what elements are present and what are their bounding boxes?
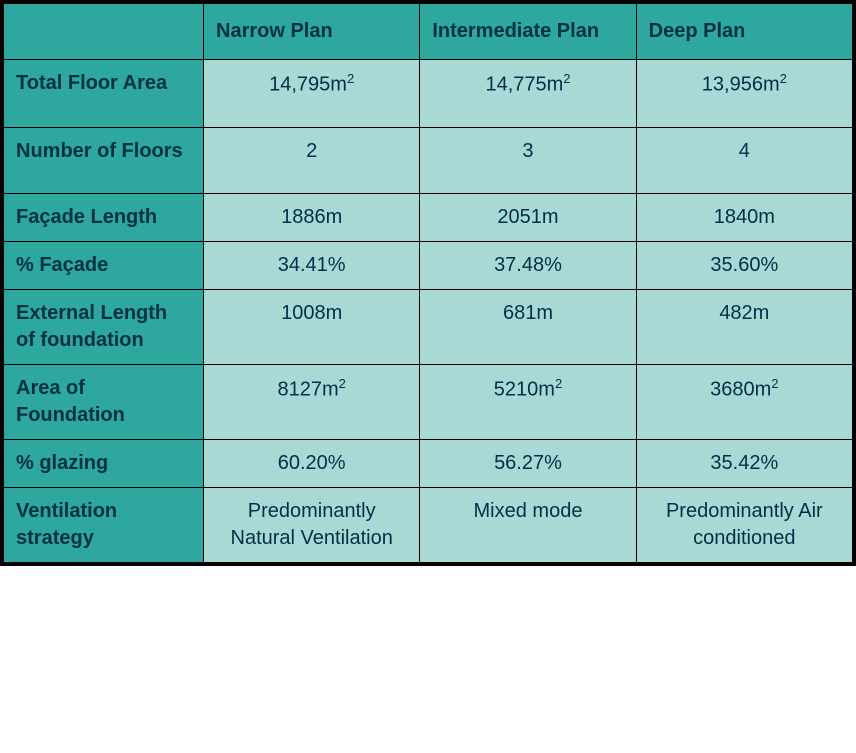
row-header: Façade Length	[4, 193, 204, 241]
cell: 37.48%	[420, 241, 636, 289]
col-header-intermediate: Intermediate Plan	[420, 4, 636, 60]
cell: Mixed mode	[420, 487, 636, 562]
cell: 35.42%	[636, 439, 852, 487]
table-row: % glazing60.20%56.27%35.42%	[4, 439, 853, 487]
table-row: Façade Length1886m2051m1840m	[4, 193, 853, 241]
cell: 681m	[420, 289, 636, 364]
table-row: Number of Floors234	[4, 127, 853, 193]
cell: 13,956m2	[636, 60, 852, 128]
table-row: Ventilation strategyPredominantly Natura…	[4, 487, 853, 562]
row-header: % glazing	[4, 439, 204, 487]
corner-cell	[4, 4, 204, 60]
row-header: Ventilation strategy	[4, 487, 204, 562]
cell: 2	[204, 127, 420, 193]
table-body: Total Floor Area14,795m214,775m213,956m2…	[4, 60, 853, 563]
cell: 14,795m2	[204, 60, 420, 128]
cell: 60.20%	[204, 439, 420, 487]
cell: 35.60%	[636, 241, 852, 289]
cell: 3	[420, 127, 636, 193]
cell: Predominantly Air conditioned	[636, 487, 852, 562]
cell: 4	[636, 127, 852, 193]
col-header-narrow: Narrow Plan	[204, 4, 420, 60]
cell: 8127m2	[204, 364, 420, 439]
table-row: Total Floor Area14,795m214,775m213,956m2	[4, 60, 853, 128]
cell: 1008m	[204, 289, 420, 364]
cell: Predominantly Natural Ventilation	[204, 487, 420, 562]
table-row: % Façade34.41%37.48%35.60%	[4, 241, 853, 289]
col-header-deep: Deep Plan	[636, 4, 852, 60]
header-row: Narrow Plan Intermediate Plan Deep Plan	[4, 4, 853, 60]
table-row: Area of Foundation8127m25210m23680m2	[4, 364, 853, 439]
cell: 34.41%	[204, 241, 420, 289]
row-header: Number of Floors	[4, 127, 204, 193]
table-row: External Length of foundation1008m681m48…	[4, 289, 853, 364]
cell: 1886m	[204, 193, 420, 241]
cell: 2051m	[420, 193, 636, 241]
row-header: Area of Foundation	[4, 364, 204, 439]
row-header: Total Floor Area	[4, 60, 204, 128]
table: Narrow Plan Intermediate Plan Deep Plan …	[3, 3, 853, 563]
cell: 1840m	[636, 193, 852, 241]
cell: 5210m2	[420, 364, 636, 439]
cell: 482m	[636, 289, 852, 364]
cell: 56.27%	[420, 439, 636, 487]
cell: 14,775m2	[420, 60, 636, 128]
row-header: % Façade	[4, 241, 204, 289]
comparison-table: Narrow Plan Intermediate Plan Deep Plan …	[0, 0, 856, 566]
cell: 3680m2	[636, 364, 852, 439]
row-header: External Length of foundation	[4, 289, 204, 364]
